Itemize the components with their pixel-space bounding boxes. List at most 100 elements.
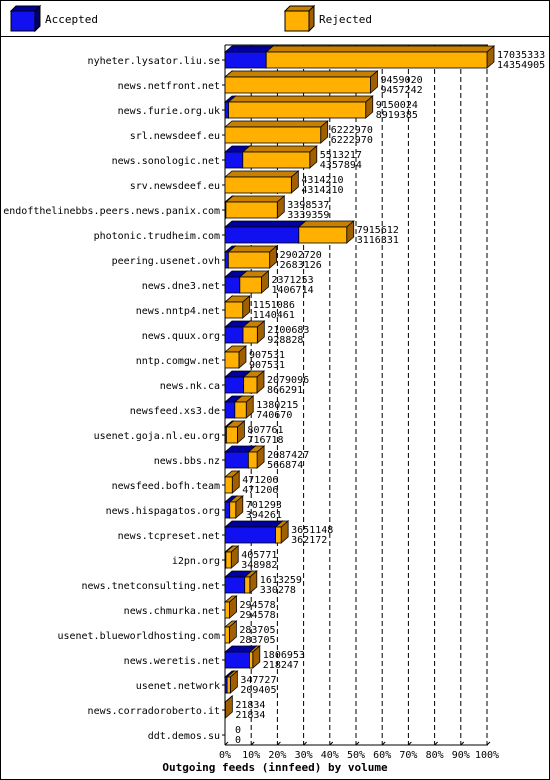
x-tick-mark: [486, 741, 491, 746]
category-label: news.chmurka.net: [124, 606, 220, 617]
category-label: usenet.goja.nl.eu.org: [94, 431, 220, 442]
bar-rejected: [226, 670, 239, 694]
value-label-accepted: 701293: [246, 500, 282, 511]
value-label-rejected: 740670: [256, 410, 292, 421]
bar-accepted-top: [223, 220, 307, 228]
bar-rejected: [228, 495, 244, 519]
bar-accepted-top: [223, 45, 275, 53]
bar-rejected: [223, 70, 379, 94]
category-label: news.quux.org: [142, 331, 220, 342]
bar-accepted-front: [224, 226, 300, 244]
value-label-accepted: 3651148: [291, 525, 333, 536]
bar-rejected: [223, 120, 329, 144]
bar-rejected-front: [298, 226, 348, 244]
bar-rejected-top: [224, 195, 286, 203]
value-label-rejected: 6222970: [331, 135, 373, 146]
bar-accepted-front: [224, 326, 244, 344]
x-tick-mark: [460, 741, 465, 746]
bar-rejected-front: [243, 376, 258, 394]
value-label-rejected: 348982: [241, 560, 277, 571]
x-tick-label: 70%: [399, 750, 417, 761]
bar-accepted-top: [223, 520, 284, 528]
x-tick-label: 20%: [268, 750, 286, 761]
bar-accepted-front: [224, 251, 229, 269]
bar-rejected: [224, 295, 251, 319]
value-label-rejected: 362172: [291, 535, 327, 546]
bar-accepted-front: [224, 376, 245, 394]
value-label-rejected: 907531: [249, 360, 285, 371]
value-label-rejected: 866291: [267, 385, 303, 396]
category-label: i2pn.org: [172, 556, 220, 567]
value-label-accepted: 7915612: [357, 225, 399, 236]
category-label: endofthelinebbs.peers.news.panix.com: [3, 206, 220, 217]
value-label-rejected: 928828: [267, 335, 303, 346]
bar-rejected-front: [224, 176, 292, 194]
legend: Accepted Rejected: [9, 4, 372, 33]
bar-rejected-front: [239, 276, 262, 294]
category-label: news.netfront.net: [118, 81, 220, 92]
x-tick-mark: [250, 741, 255, 746]
x-tick-label: 50%: [347, 750, 365, 761]
bar-rejected-front: [247, 451, 258, 469]
value-label-rejected: 566874: [267, 460, 303, 471]
value-label-rejected: 283705: [239, 635, 275, 646]
value-label-accepted: 21834: [235, 700, 265, 711]
value-label-accepted: 9150024: [376, 100, 418, 111]
value-label-rejected: 294578: [240, 610, 276, 621]
bar-rejected: [243, 570, 258, 594]
value-label-rejected: 218247: [263, 660, 299, 671]
value-label-accepted: 9459020: [380, 75, 422, 86]
value-label-accepted: 807761: [247, 425, 283, 436]
category-label: news.hispagatos.org: [106, 506, 220, 517]
bar-rejected: [238, 270, 270, 294]
value-label-accepted: 294578: [240, 600, 276, 611]
category-label: peering.usenet.ovh: [112, 256, 220, 267]
bar-rejected-front: [224, 601, 230, 619]
category-label: photonic.trudheim.com: [94, 231, 220, 242]
x-tick-mark: [381, 741, 386, 746]
category-label: nntp.comgw.net: [136, 356, 220, 367]
value-label-rejected: 330278: [260, 585, 296, 596]
value-label-accepted: 1151086: [253, 300, 295, 311]
category-label: newsfeed.xs3.de: [130, 406, 220, 417]
category-label: usenet.network: [136, 681, 220, 692]
bar-rejected-front: [225, 551, 232, 569]
bar-rejected-front: [225, 201, 278, 219]
bar-accepted-front: [224, 501, 231, 519]
bar-accepted-front: [224, 576, 246, 594]
value-label-rejected: 4357894: [320, 160, 362, 171]
category-label: news.tnetconsulting.net: [82, 581, 220, 592]
bar-rejected-front: [226, 426, 238, 444]
value-label-rejected: 1406714: [271, 285, 313, 296]
category-label: news.nntp4.net: [136, 306, 220, 317]
bar-accepted: [223, 220, 307, 244]
value-label-rejected: 9457242: [380, 85, 422, 96]
bar-rejected-front: [224, 76, 371, 94]
category-label: newsfeed.bofh.team: [112, 481, 220, 492]
bar-rejected-front: [229, 501, 237, 519]
bar-rejected-top: [265, 45, 496, 53]
bar-rejected-front: [242, 326, 258, 344]
legend-swatch-accepted: [9, 4, 42, 33]
category-label: news.sonologic.net: [112, 156, 220, 167]
bar-rejected: [241, 145, 318, 169]
bar-rejected: [224, 195, 286, 219]
x-tick-label: 100%: [475, 750, 499, 761]
category-label: news.nk.ca: [160, 381, 220, 392]
bar-rejected-top: [227, 245, 278, 253]
bar-accepted-front: [224, 651, 250, 669]
value-label-accepted: 405771: [241, 550, 277, 561]
bar-accepted-front: [224, 101, 229, 119]
bar-rejected: [223, 345, 248, 369]
bar-rejected: [297, 220, 355, 244]
bar-rejected: [223, 595, 238, 619]
value-label-accepted: 5513217: [320, 150, 362, 161]
chart-title: Outgoing feeds (innfeed) by volume: [162, 761, 388, 774]
x-tick-mark: [355, 741, 360, 746]
bar-accepted: [223, 520, 284, 544]
x-tick-mark: [408, 741, 412, 746]
bar-rejected-front: [275, 526, 282, 544]
legend-label-rejected: Rejected: [319, 13, 372, 26]
plot-area: 0% 10% 20% 30% 40% 50% 60% 70% 80% 90% 100% nyheter…: [3, 44, 545, 761]
value-label-accepted: 347727: [240, 675, 276, 686]
